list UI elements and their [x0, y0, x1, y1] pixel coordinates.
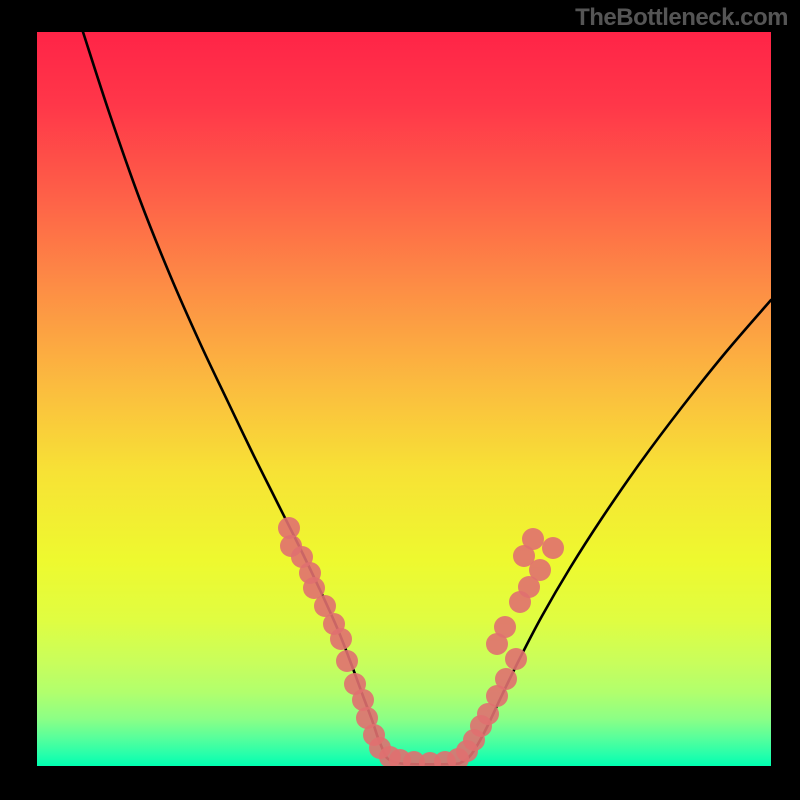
watermark-text: TheBottleneck.com: [575, 4, 788, 32]
data-marker: [542, 537, 564, 559]
bottleneck-chart-svg: [0, 0, 800, 800]
data-marker: [336, 650, 358, 672]
data-marker: [495, 668, 517, 690]
data-marker: [494, 616, 516, 638]
data-marker: [505, 648, 527, 670]
plot-background: [37, 32, 771, 766]
chart-stage: TheBottleneck.com: [0, 0, 800, 800]
data-marker: [330, 628, 352, 650]
data-marker: [522, 528, 544, 550]
